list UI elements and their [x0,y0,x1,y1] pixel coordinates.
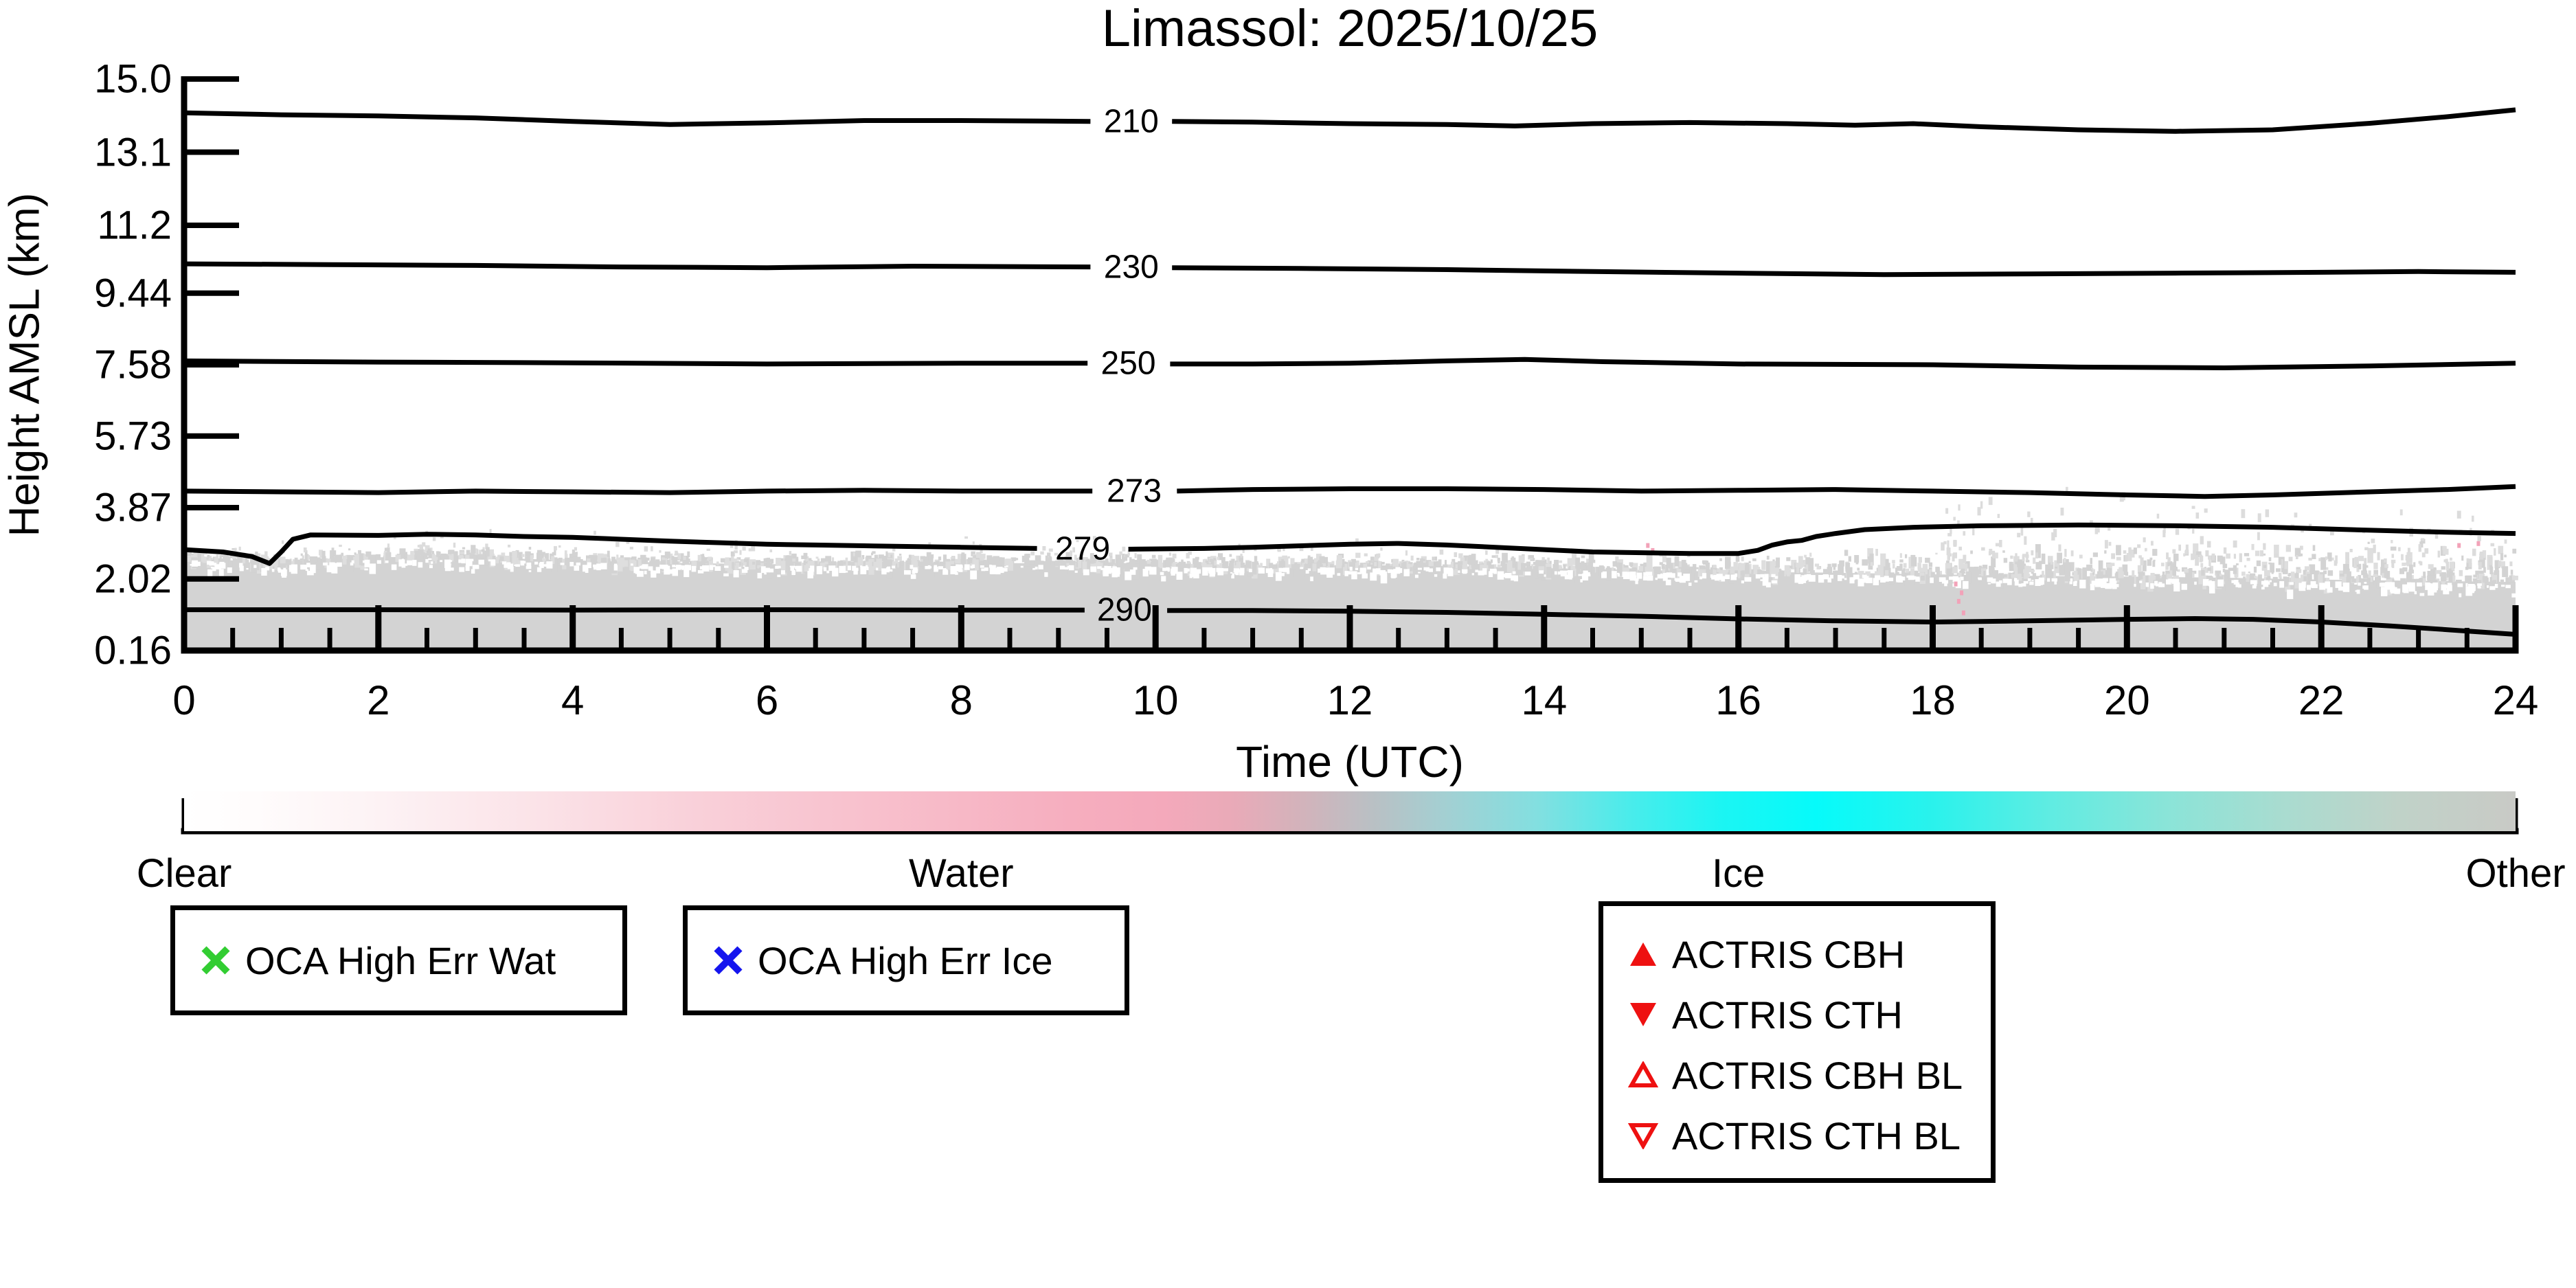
triangle-up-filled-icon [1628,940,1658,968]
legend-label-actris-cth-bl: ACTRIS CTH BL [1672,1114,1961,1158]
y-tick-label-9.44: 9.44 [0,270,172,316]
plot-area-svg [0,0,2576,1288]
colorbar-label-water: Water [909,850,1014,896]
legend-row-actris-cth-bl: ACTRIS CTH BL [1628,1105,1991,1166]
contour-label-230: 230 [1104,249,1159,286]
contour-label-279: 279 [1055,530,1110,567]
x-marker-green-icon [200,945,231,976]
y-tick-label-7.58: 7.58 [0,342,172,388]
legend-label-oca-ice: OCA High Err Ice [758,938,1052,983]
chart-title: Limassol: 2025/10/25 [184,0,2516,58]
contour-230 [1172,268,2516,275]
y-tick-label-11.2: 11.2 [0,203,172,249]
contour-label-290: 290 [1097,591,1152,629]
contour-210 [184,113,1090,124]
contour-label-210: 210 [1104,102,1159,140]
legend-label-actris-cth: ACTRIS CTH [1672,993,1903,1037]
contour-250 [1170,359,2516,368]
contour-210 [1172,110,2516,131]
x-tick-label-12: 12 [1327,677,1373,724]
contour-273 [1177,486,2516,497]
y-tick-label-0.16: 0.16 [0,628,172,674]
x-axis-label: Time (UTC) [184,736,2516,787]
x-tick-label-20: 20 [2104,677,2150,724]
legend-label-actris-cbh: ACTRIS CBH [1672,932,1905,977]
x-tick-label-4: 4 [561,677,584,724]
x-tick-label-0: 0 [172,677,195,724]
y-tick-label-13.1: 13.1 [0,129,172,175]
legend-row-actris-cbh: ACTRIS CBH [1628,924,1991,984]
x-tick-label-22: 22 [2298,677,2345,724]
legend-row-actris-cbh-bl: ACTRIS CBH BL [1628,1045,1991,1105]
legend-oca-high-err-ice: OCA High Err Ice [683,905,1129,1015]
triangle-up-open-icon [1628,1061,1658,1089]
y-tick-label-15.0: 15.0 [0,56,172,102]
colorbar-label-other: Other [2465,850,2565,896]
colorbar-label-ice: Ice [1712,850,1765,896]
triangle-down-filled-icon [1628,1001,1658,1028]
y-tick-label-3.87: 3.87 [0,485,172,531]
y-tick-label-5.73: 5.73 [0,413,172,459]
x-tick-label-16: 16 [1715,677,1761,724]
x-tick-label-14: 14 [1521,677,1567,724]
triangle-down-open-icon [1628,1122,1658,1149]
colorbar-label-clear: Clear [137,850,232,896]
isotherm-contours [184,110,2516,635]
legend-row-actris-cth: ACTRIS CTH [1628,984,1991,1045]
legend-oca-high-err-wat: OCA High Err Wat [170,905,627,1015]
contour-230 [184,264,1090,268]
colorbar-labels: Clear Water Ice Other [184,850,2516,893]
x-marker-blue-icon [712,945,744,976]
y-tick-label-2.02: 2.02 [0,556,172,602]
x-tick-label-8: 8 [950,677,973,724]
contour-label-273: 273 [1107,472,1162,510]
legend-actris: ACTRIS CBH ACTRIS CTH ACTRIS CBH BL ACTR… [1598,901,1996,1183]
colorbar-gradient [184,791,2516,831]
x-tick-label-2: 2 [367,677,389,724]
legend-label-oca-wat: OCA High Err Wat [245,938,556,983]
contour-label-250: 250 [1101,345,1156,383]
contour-279 [1129,525,2516,554]
x-tick-label-6: 6 [756,677,778,724]
x-tick-label-18: 18 [1910,677,1956,724]
x-tick-label-24: 24 [2493,677,2539,724]
contour-290 [184,610,1085,611]
figure-canvas: Limassol: 2025/10/25 Height AMSL (km) Ti… [0,0,2576,1288]
legend-label-actris-cbh-bl: ACTRIS CBH BL [1672,1053,1963,1098]
contour-273 [184,490,1092,493]
contour-250 [184,361,1087,364]
x-tick-label-10: 10 [1133,677,1179,724]
